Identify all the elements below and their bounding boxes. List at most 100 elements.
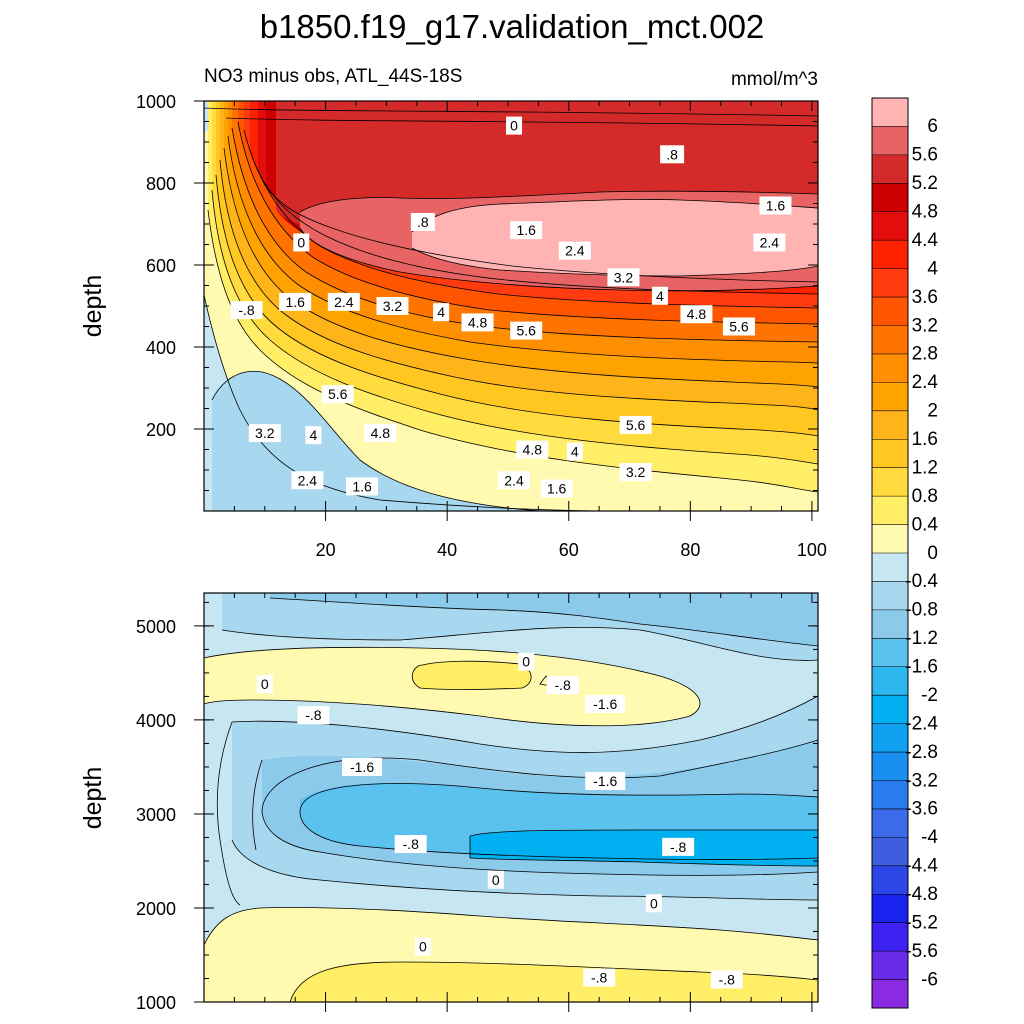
lower-contour-label: 0 xyxy=(414,937,431,956)
colorbar-swatch xyxy=(872,211,908,241)
y-tick-label: 1000 xyxy=(136,993,176,1013)
colorbar-swatch xyxy=(872,922,908,952)
upper-contour-label: .8 xyxy=(660,145,685,164)
upper-contour-label: 3.2 xyxy=(607,268,640,287)
lower-contour-left-edge xyxy=(216,721,241,906)
upper-contour-label: 1.6 xyxy=(279,292,312,311)
colorbar-swatch xyxy=(872,581,908,611)
upper-contour-label-text: 0 xyxy=(510,118,518,134)
colorbar-swatch xyxy=(872,126,908,156)
x-tick-label: 80 xyxy=(680,540,700,560)
upper-y-axis-label: depth xyxy=(79,275,107,338)
chart-title: b1850.f19_g17.validation_mct.002 xyxy=(260,8,765,45)
colorbar-label: 1.6 xyxy=(912,429,938,450)
upper-contour-label: 1.6 xyxy=(346,477,379,496)
upper-contour-label-text: 5.6 xyxy=(516,323,536,339)
colorbar-label: -4.8 xyxy=(905,884,938,905)
colorbar-label: -2 xyxy=(921,685,938,706)
upper-contour-label: 3.2 xyxy=(376,297,409,315)
colorbar-swatch xyxy=(872,808,908,838)
lower-band-0-4-bottom xyxy=(290,962,818,1002)
upper-contour-label-text: 1.6 xyxy=(352,478,372,494)
upper-contour-1-2 xyxy=(215,174,818,437)
upper-contour-label: 1.6 xyxy=(759,196,792,215)
upper-contour-labels: 2.4 1.6 2.41.63.23.2 4 4.84.8 45.65.6-.81.6 2.… xyxy=(230,116,792,498)
colorbar-label: 2 xyxy=(927,401,938,422)
colorbar-swatch xyxy=(872,894,908,924)
upper-contour-label: 2.4 xyxy=(753,233,786,252)
colorbar-label: -0.4 xyxy=(905,571,938,592)
upper-contour-label-text: 1.6 xyxy=(547,480,567,496)
colorbar-label: 5.2 xyxy=(912,173,938,194)
upper-contour-5-6-lower xyxy=(299,227,818,292)
colorbar-swatch xyxy=(872,439,908,469)
colorbar-swatch xyxy=(872,951,908,981)
upper-contour-label-text: 4 xyxy=(310,427,318,443)
upper-contour-label-text: 4 xyxy=(656,288,664,304)
lower-contour-lines xyxy=(204,597,818,1002)
upper-contour-label: 4.8 xyxy=(364,424,397,443)
lower-contour-label: -.8 xyxy=(710,970,743,989)
upper-contour-label-text: 4.8 xyxy=(468,314,488,330)
upper-contour-label-text: 5.6 xyxy=(328,386,348,402)
upper-contour-label-text: 2.4 xyxy=(565,243,585,259)
upper-contour-label-text: .8 xyxy=(417,214,429,230)
colorbar-label: 3.2 xyxy=(912,315,938,336)
colorbar-label: -2.4 xyxy=(905,713,938,734)
upper-contour-label: 2.4 xyxy=(327,292,360,311)
upper-contour-shallow-1 xyxy=(204,107,818,117)
lower-contour-label: -.8 xyxy=(546,676,579,695)
lower-contour-0-4 xyxy=(411,660,532,690)
upper-contour-label-text: 2.4 xyxy=(298,472,318,488)
colorbar-label: 2.8 xyxy=(912,344,938,365)
upper-contour-label: 3.2 xyxy=(619,463,652,482)
lower-contour-label: -.8 xyxy=(662,837,695,856)
colorbar-swatch xyxy=(872,325,908,355)
lower-contour-label-text: -.8 xyxy=(670,839,687,855)
colorbar-swatch xyxy=(872,524,908,554)
y-tick-label: 2000 xyxy=(136,899,176,919)
upper-contour-2-4 xyxy=(227,135,818,364)
colorbar-label: 0.4 xyxy=(912,514,939,535)
colorbar-label: -2.8 xyxy=(905,742,938,763)
colorbar-label: -0.8 xyxy=(905,600,938,621)
lower-contour-label-text: -1.6 xyxy=(593,696,617,712)
colorbar-swatch xyxy=(872,553,908,582)
colorbar-swatch xyxy=(872,240,908,270)
colorbar-swatch xyxy=(872,410,908,440)
colorbar-swatch xyxy=(872,780,908,810)
upper-contour-shallow-2 xyxy=(225,117,818,127)
upper-contour-label: 0 xyxy=(506,116,523,135)
y-tick-label: 200 xyxy=(146,420,176,440)
colorbar-label: -5.6 xyxy=(905,941,938,962)
upper-contour-3-6 xyxy=(243,129,818,309)
lower-contour-label-text: 0 xyxy=(492,872,500,888)
upper-contour-label-text: 2.4 xyxy=(504,472,524,488)
colorbar-swatch xyxy=(872,268,908,298)
upper-contour-label: 5.6 xyxy=(619,415,652,434)
colorbar-swatch xyxy=(872,752,908,781)
colorbar-label: -1.2 xyxy=(905,628,938,649)
y-tick-label: 1000 xyxy=(136,92,176,112)
y-tick-label: 400 xyxy=(146,338,176,358)
upper-contour-label-text: 4.8 xyxy=(687,306,707,322)
colorbar-swatch xyxy=(872,467,908,497)
lower-contour-neg-1-6-lower xyxy=(299,811,818,860)
upper-contour-label-text: .8 xyxy=(666,146,678,162)
y-tick-label: 800 xyxy=(146,174,176,194)
lower-contour-labels: -.8 -.8 0 0 0 -.8 -.8 -1.6 -1.6 -.8 -1.6 -.8 0 0 xyxy=(256,652,743,989)
colorbar-label: -5.2 xyxy=(905,912,938,933)
colorbar-label: 5.6 xyxy=(912,145,938,166)
upper-contour-label: 5.6 xyxy=(510,321,543,340)
lower-contour-label-text: -1.6 xyxy=(593,773,617,789)
upper-contour-label-text: 3.2 xyxy=(383,298,403,314)
y-tick-label: 4000 xyxy=(136,711,176,731)
upper-contour-label-text: 5.6 xyxy=(626,417,646,433)
lower-contour-zero-bottom xyxy=(204,907,818,946)
lower-contour-label: -1.6 xyxy=(585,694,626,713)
upper-contour-label-text: 2.4 xyxy=(334,294,354,310)
upper-contour-label-text: 1.6 xyxy=(766,198,786,214)
colorbar-swatch xyxy=(872,353,908,383)
colorbar-frame xyxy=(871,97,909,1009)
upper-contour-label-text: 4 xyxy=(437,304,445,320)
